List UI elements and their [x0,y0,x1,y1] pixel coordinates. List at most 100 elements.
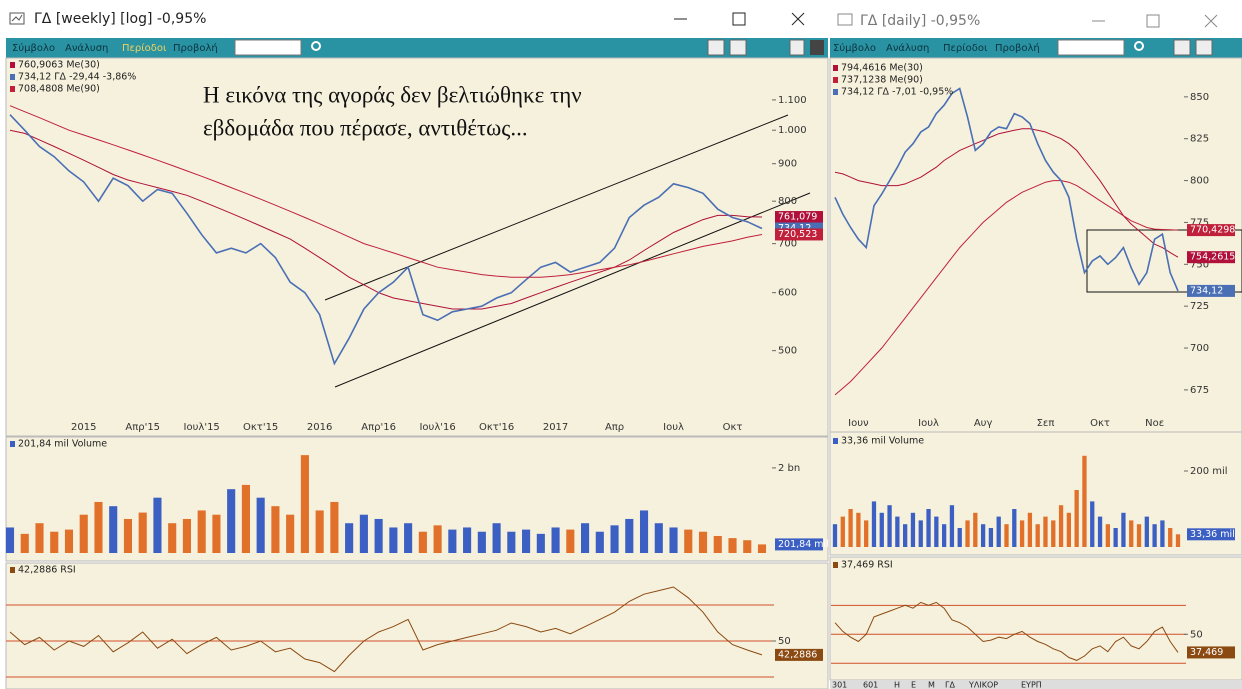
tab[interactable]: ΓΔ [945,681,955,689]
maximize[interactable] [732,12,746,26]
last-value-box [775,211,823,224]
volume-bar [669,527,678,553]
x-tick-label: Απρ'15 [125,422,160,433]
tab[interactable]: M [928,681,935,689]
tool[interactable] [1173,39,1191,56]
y-tick-label: 775 [1190,217,1209,228]
tool[interactable] [1195,39,1213,56]
volume-bar [1051,520,1056,547]
annotation: Η εικόνα της αγοράς δεν βελτιώθηκε την [203,82,582,107]
last-value-box [1187,251,1235,264]
menu-item[interactable]: Ανάλυση [65,42,108,54]
volume-bar [1175,534,1181,547]
maximize[interactable] [1146,14,1160,28]
tab-bar [830,680,1242,689]
last-value-box [1187,284,1235,297]
legend-entry: 37,469 RSI [841,560,893,571]
tool[interactable] [729,39,747,56]
menu-item[interactable]: Περίοδοι [943,42,988,54]
volume-bar [1035,524,1040,547]
series-line [9,586,763,673]
volume-bar [941,524,947,547]
tab[interactable]: ΥΛΙΚΟΡ [968,681,998,689]
search-icon[interactable] [311,41,321,51]
last-value-box [775,538,823,551]
volume-bar [639,510,649,553]
volume-bar [477,531,486,553]
volume-bar [879,512,884,547]
y-tick-label: 675 [1190,385,1209,396]
last-value-label: 761,079 [778,212,817,223]
tab[interactable]: H [894,681,900,689]
volume-bar [551,527,560,553]
menu-item[interactable]: Σύμβολο [833,42,876,54]
close[interactable] [791,12,805,26]
legend-entry: 708,4808 Me(90) [18,84,100,95]
volume-bar [1004,524,1009,547]
volume-bar [94,501,103,553]
y-tick-label: 1.000 [778,125,807,136]
y-tick-label: 600 [778,288,797,299]
volume-bar [1160,520,1165,547]
close[interactable] [1204,14,1218,28]
legend-entry: 33,36 mil Volume [841,436,924,447]
y-tick-label: 2 bn [778,463,800,474]
x-tick-label: Οκτ [723,422,743,433]
x-tick-label: 2016 [307,422,332,433]
volume-bar [315,510,324,553]
tab[interactable]: 601 [863,681,878,689]
last-value-label: 770,4298 [1190,225,1235,236]
volume-bar [713,535,722,553]
x-tick-label: Σεπ [1037,418,1055,429]
menu-item[interactable]: Προβολή [995,42,1040,54]
volume-bar [271,506,280,553]
tool[interactable] [707,39,725,56]
tool[interactable] [810,40,824,55]
search-box[interactable] [234,39,302,56]
x-tick-label: Ιουλ'15 [184,422,220,433]
volume-bar [241,484,250,553]
volume-bar [581,523,590,553]
search-icon[interactable] [1134,41,1144,51]
volume-bar [197,510,206,553]
menu-item[interactable]: Σύμβολο [12,42,55,54]
tool[interactable] [789,39,805,56]
volume-bar [1152,524,1157,547]
x-tick-label: Απρ'16 [361,422,396,433]
menu-item[interactable]: Προβολή [173,42,218,54]
volume-bar [507,531,516,553]
window-title: ΓΔ [daily] -0,95% [860,13,980,29]
volume-bar [625,518,634,553]
volume-bar [109,506,118,553]
volume-bar [345,523,354,553]
series-line [834,87,1179,292]
volume-bar [286,514,295,553]
search-box[interactable] [1057,39,1125,56]
trend-line [324,114,789,301]
volume-bar [79,514,88,553]
volume-bar [965,520,970,547]
tab[interactable]: E [911,681,916,689]
y-tick-label: 700 [778,239,797,250]
volume-bar [918,520,923,547]
volume-bar [227,489,236,553]
tab[interactable]: ΕΥΡΠ [1021,681,1042,689]
tab[interactable]: 301 [832,681,847,689]
menu-item[interactable]: Περίοδοι [122,42,167,54]
last-value-box [1187,224,1235,237]
app-icon [11,14,23,22]
pane [829,57,1242,433]
x-tick-label: Ιουλ [663,422,684,433]
volume-bar [374,518,383,553]
y-tick-label: 900 [778,159,797,170]
series-line [9,105,763,278]
last-value-box [1187,528,1235,541]
x-tick-label: Ιουλ'16 [419,422,455,433]
volume-bar [903,524,908,547]
menu-item[interactable]: Ανάλυση [886,42,929,54]
volume-bar [1129,520,1134,547]
volume-bar [988,528,994,547]
volume-bar [123,518,133,553]
volume-bar [418,531,427,553]
y-tick-label: 725 [1190,301,1209,312]
